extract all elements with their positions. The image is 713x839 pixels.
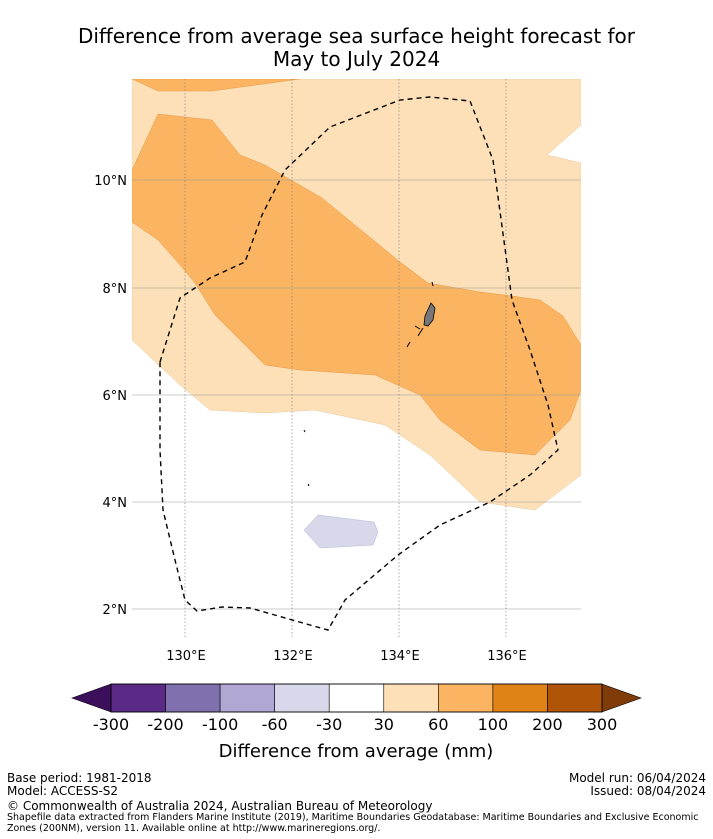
- lon-label-130e: 130°E: [166, 649, 206, 664]
- colorbar: -300 -200 -100 -60 -30 30 60 100 200 300 Differen…: [71, 683, 642, 762]
- copyright: © Commonwealth of Australia 2024, Austra…: [7, 799, 433, 813]
- colorbar-tick-label: -200: [147, 715, 183, 734]
- model-name: Model: ACCESS-S2: [7, 784, 119, 798]
- base-period: Base period: 1981-2018: [7, 771, 152, 785]
- colorbar-label: Difference from average (mm): [219, 741, 494, 762]
- colorbar-box: [110, 683, 166, 713]
- colorbar-tick-label: -30: [316, 715, 342, 734]
- shapefile-note: Shapefile data extracted from Flanders M…: [7, 812, 699, 834]
- colorbar-box: [328, 683, 385, 713]
- eez-boundary-line: [159, 96, 559, 631]
- colorbar-tick-label: -60: [262, 715, 288, 734]
- lon-label-132e: 132°E: [273, 649, 313, 664]
- colorbar-box: [165, 683, 221, 713]
- colorbar-box: [547, 683, 603, 713]
- lat-label-8n: 8°N: [103, 282, 128, 297]
- colorbar-tick-label: -300: [93, 715, 129, 734]
- chart-title-line1: Difference from average sea surface heig…: [77, 24, 636, 48]
- colorbar-box: [274, 683, 330, 713]
- lon-label-134e: 134°E: [380, 649, 420, 664]
- map-panel: [132, 79, 581, 638]
- lon-label-136e: 136°E: [487, 649, 527, 664]
- issued-date: Issued: 08/04/2024: [590, 784, 706, 798]
- colorbar-box: [383, 683, 439, 713]
- gridlines: [132, 79, 581, 638]
- colorbar-box: [438, 683, 494, 713]
- contour-60-100-north: [132, 79, 301, 92]
- colorbar-box: [492, 683, 548, 713]
- contour-minus60-minus30: [303, 514, 379, 549]
- contour-60-100-main: [132, 113, 581, 456]
- colorbar-frame: [110, 683, 603, 713]
- chart-title-line2: May to July 2024: [272, 47, 441, 71]
- model-run: Model run: 06/04/2024: [568, 771, 706, 785]
- colorbar-box: [219, 683, 275, 713]
- colorbar-extend-high: [601, 683, 642, 713]
- lat-label-4n: 4°N: [103, 496, 128, 511]
- lat-label-2n: 2°N: [103, 603, 128, 618]
- colorbar-tick-label: 200: [532, 715, 563, 734]
- colorbar-tick-label: 30: [374, 715, 394, 734]
- colorbar-tick-label: 60: [428, 715, 448, 734]
- colorbar-tick-label: -100: [202, 715, 238, 734]
- palau-main-island: [423, 302, 436, 327]
- lat-label-10n: 10°N: [94, 174, 127, 189]
- lat-label-6n: 6°N: [103, 389, 128, 404]
- colorbar-extend-low: [71, 683, 112, 713]
- palau-small-islands: [303, 281, 434, 487]
- colorbar-tick-label: 100: [478, 715, 509, 734]
- colorbar-tick-label: 300: [587, 715, 618, 734]
- palau-islands: [303, 281, 436, 487]
